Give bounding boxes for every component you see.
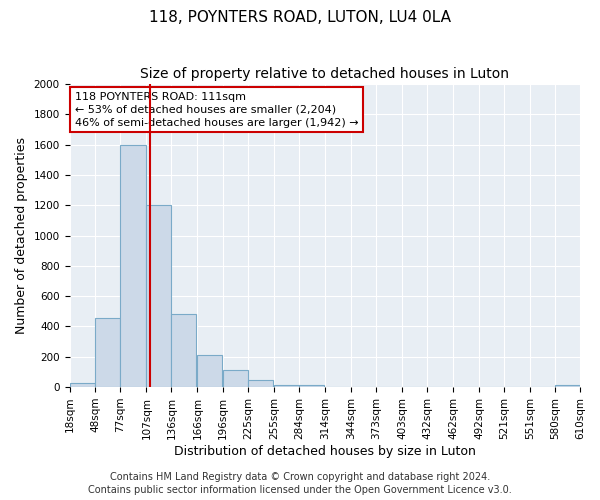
Bar <box>121 144 146 387</box>
Bar <box>146 206 172 387</box>
Title: Size of property relative to detached houses in Luton: Size of property relative to detached ho… <box>140 68 509 82</box>
Bar <box>172 314 196 387</box>
Bar <box>555 385 580 387</box>
Bar <box>70 382 95 387</box>
Bar <box>274 385 299 387</box>
Bar <box>223 370 248 387</box>
X-axis label: Distribution of detached houses by size in Luton: Distribution of detached houses by size … <box>174 444 476 458</box>
Y-axis label: Number of detached properties: Number of detached properties <box>15 137 28 334</box>
Text: 118 POYNTERS ROAD: 111sqm
← 53% of detached houses are smaller (2,204)
46% of se: 118 POYNTERS ROAD: 111sqm ← 53% of detac… <box>74 92 358 128</box>
Bar <box>95 318 121 387</box>
Text: Contains HM Land Registry data © Crown copyright and database right 2024.
Contai: Contains HM Land Registry data © Crown c… <box>88 472 512 495</box>
Bar <box>197 356 223 387</box>
Text: 118, POYNTERS ROAD, LUTON, LU4 0LA: 118, POYNTERS ROAD, LUTON, LU4 0LA <box>149 10 451 25</box>
Bar <box>248 380 274 387</box>
Bar <box>299 385 325 387</box>
